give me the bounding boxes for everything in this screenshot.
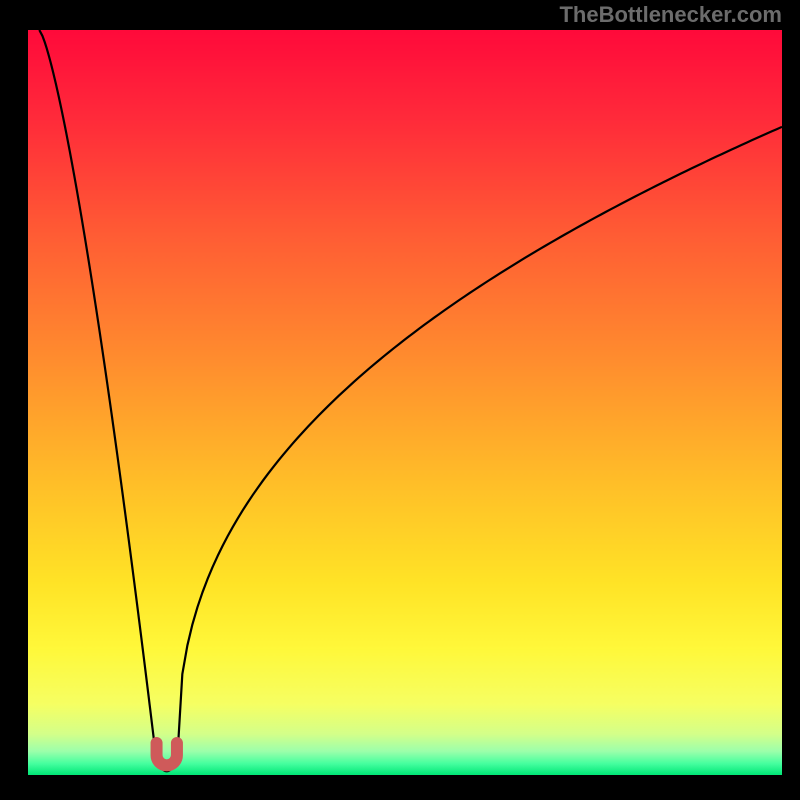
watermark-text: TheBottlenecker.com [559, 2, 782, 28]
gradient-background [28, 30, 782, 775]
chart-root: TheBottlenecker.com [0, 0, 800, 800]
plot-frame [28, 30, 782, 775]
